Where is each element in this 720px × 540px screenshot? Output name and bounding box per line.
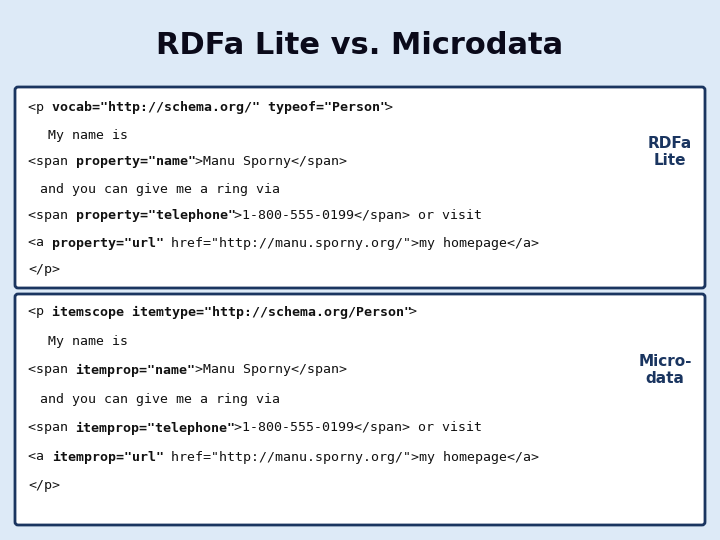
Text: vocab="http://schema.org/" typeof="Person": vocab="http://schema.org/" typeof="Perso… xyxy=(52,102,388,114)
Text: and you can give me a ring via: and you can give me a ring via xyxy=(40,393,280,406)
Text: property="name": property="name" xyxy=(76,156,196,168)
Text: >1-800-555-0199</span> or visit: >1-800-555-0199</span> or visit xyxy=(234,210,482,222)
Text: href="http://manu.sporny.org/">my homepage</a>: href="http://manu.sporny.org/">my homepa… xyxy=(163,237,539,249)
Text: <a: <a xyxy=(28,237,52,249)
Text: </p>: </p> xyxy=(28,264,60,276)
Text: itemprop="telephone": itemprop="telephone" xyxy=(76,421,235,435)
Text: <span: <span xyxy=(28,210,76,222)
Text: itemprop="name": itemprop="name" xyxy=(76,363,196,376)
Text: >Manu Sporny</span>: >Manu Sporny</span> xyxy=(194,363,346,376)
Text: <span: <span xyxy=(28,422,76,435)
FancyBboxPatch shape xyxy=(15,87,705,288)
Text: property="telephone": property="telephone" xyxy=(76,210,235,222)
Text: property="url": property="url" xyxy=(52,237,163,249)
Text: >: > xyxy=(385,102,393,114)
Text: itemscope itemtype="http://schema.org/Person": itemscope itemtype="http://schema.org/Pe… xyxy=(52,306,412,319)
Text: My name is: My name is xyxy=(40,129,128,141)
FancyBboxPatch shape xyxy=(10,7,710,85)
Text: >Manu Sporny</span>: >Manu Sporny</span> xyxy=(194,156,346,168)
Text: <p: <p xyxy=(28,306,52,319)
Text: <span: <span xyxy=(28,363,76,376)
Text: href="http://manu.sporny.org/">my homepage</a>: href="http://manu.sporny.org/">my homepa… xyxy=(163,450,539,463)
Text: and you can give me a ring via: and you can give me a ring via xyxy=(40,183,280,195)
FancyBboxPatch shape xyxy=(15,294,705,525)
Text: RDFa Lite vs. Microdata: RDFa Lite vs. Microdata xyxy=(156,31,564,60)
Text: >1-800-555-0199</span> or visit: >1-800-555-0199</span> or visit xyxy=(234,422,482,435)
Text: >: > xyxy=(409,306,417,319)
Text: Micro-
data: Micro- data xyxy=(639,354,692,386)
Text: <p: <p xyxy=(28,102,52,114)
Text: itemprop="url": itemprop="url" xyxy=(52,450,163,463)
Text: <a: <a xyxy=(28,450,52,463)
Text: My name is: My name is xyxy=(40,334,128,348)
Text: RDFa
Lite: RDFa Lite xyxy=(648,136,692,168)
Text: </p>: </p> xyxy=(28,480,60,492)
Text: <span: <span xyxy=(28,156,76,168)
